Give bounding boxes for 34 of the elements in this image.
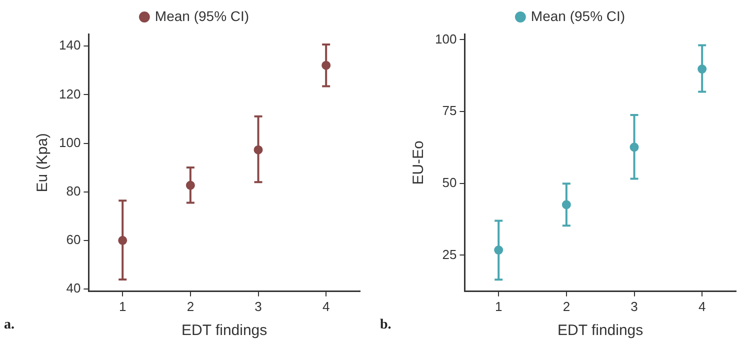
y-tick-label: 75 bbox=[442, 103, 457, 118]
y-tick-label: 40 bbox=[66, 280, 81, 296]
x-tick-label: 1 bbox=[494, 298, 502, 314]
y-axis-title: EU-Eo bbox=[410, 140, 428, 185]
point bbox=[562, 200, 571, 210]
x-axis-title: EDT findings bbox=[182, 322, 268, 340]
point bbox=[494, 246, 504, 255]
x-tick-label: 2 bbox=[562, 298, 570, 314]
text: a. bbox=[4, 318, 14, 333]
point bbox=[254, 145, 263, 154]
x-tick-label: 3 bbox=[630, 298, 638, 314]
text: b. bbox=[380, 318, 392, 333]
x-tick-label: 4 bbox=[322, 298, 330, 314]
y-tick-label: 25 bbox=[442, 246, 457, 262]
y-axis-title: Eu (Kpa) bbox=[34, 133, 52, 192]
point bbox=[186, 180, 195, 190]
x-tick-label: 2 bbox=[186, 298, 194, 314]
legend-label: Mean (95% CI) bbox=[154, 8, 250, 24]
point bbox=[698, 64, 707, 74]
y-tick-label: 100 bbox=[58, 134, 81, 150]
x-tick-label: 4 bbox=[698, 298, 706, 314]
y-tick-label: 60 bbox=[66, 232, 81, 247]
legend-label: Mean (95% CI) bbox=[530, 8, 626, 24]
point bbox=[118, 236, 128, 245]
x-tick-label: 3 bbox=[254, 298, 262, 314]
point bbox=[630, 142, 639, 152]
point bbox=[322, 60, 331, 70]
y-tick-label: 120 bbox=[58, 86, 81, 102]
y-tick-label: 100 bbox=[434, 31, 457, 46]
y-tick-label: 140 bbox=[58, 38, 81, 53]
x-tick-label: 1 bbox=[118, 298, 126, 314]
x-axis-title: EDT findings bbox=[558, 322, 644, 340]
y-tick-label: 80 bbox=[66, 183, 81, 198]
y-tick-label: 50 bbox=[442, 174, 457, 190]
